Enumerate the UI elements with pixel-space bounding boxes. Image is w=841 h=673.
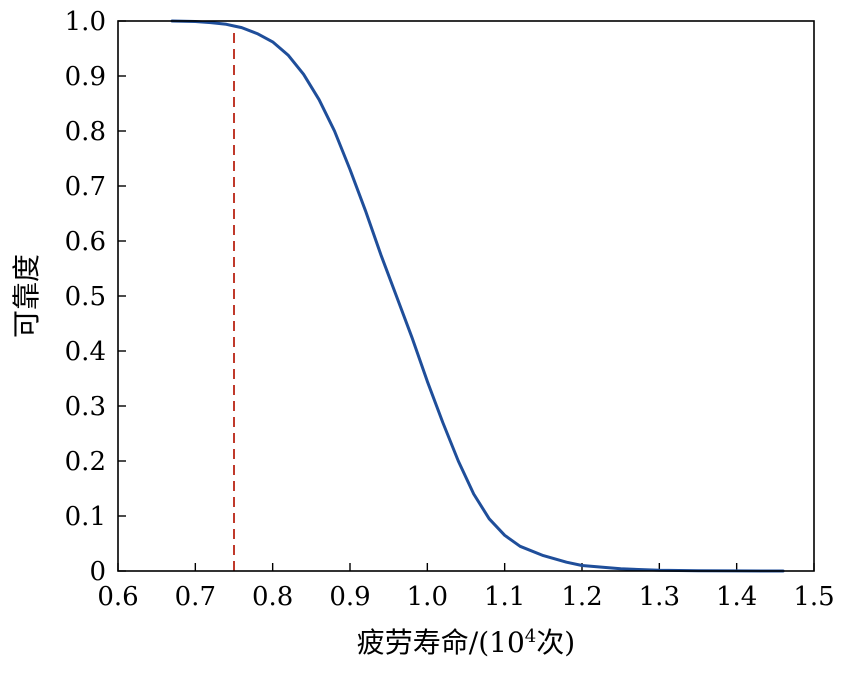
x-axis-label-superscript: 4 [525,626,536,647]
x-axis-label-main: 疲劳寿命/(10 [357,626,525,659]
x-tick-label: 1.4 [716,582,757,612]
y-tick-label: 0.4 [65,337,106,367]
y-tick-label: 0.5 [65,282,106,312]
labels-layer: 疲劳寿命/(104次) 可靠度 [10,254,575,659]
y-tick-label: 0.1 [65,502,106,532]
y-axis-label: 可靠度 [10,254,43,338]
plot-layer [170,19,785,573]
y-tick-label: 0.3 [65,392,106,422]
x-tick-label: 0.6 [97,582,138,612]
reliability-curve [170,19,785,573]
x-tick-label: 1.0 [407,582,448,612]
y-tick-label: 0.9 [65,62,106,92]
x-tick-label: 1.1 [484,582,525,612]
y-tick-label: 0 [89,557,106,587]
y-tick-label: 0.2 [65,447,106,477]
x-tick-label: 0.7 [175,582,216,612]
x-axis-label-tail: 次) [536,626,575,659]
y-tick-label: 0.8 [65,117,106,147]
x-tick-label: 1.2 [561,582,602,612]
x-tick-label: 0.8 [252,582,293,612]
y-tick-label: 0.6 [65,227,106,257]
y-tick-label: 0.7 [65,172,106,202]
x-tick-label: 1.3 [639,582,680,612]
y-tick-label: 1.0 [65,7,106,37]
x-axis-label: 疲劳寿命/(104次) [357,626,575,660]
x-tick-label: 0.9 [329,582,370,612]
ticks-layer: 0.6 0.7 0.8 0.9 1.0 1.1 1.2 1.3 1.4 1.5 0 0.1 0.2 0.3… [65,7,835,612]
plot-frame [117,20,815,572]
x-tick-label: 1.5 [793,582,834,612]
